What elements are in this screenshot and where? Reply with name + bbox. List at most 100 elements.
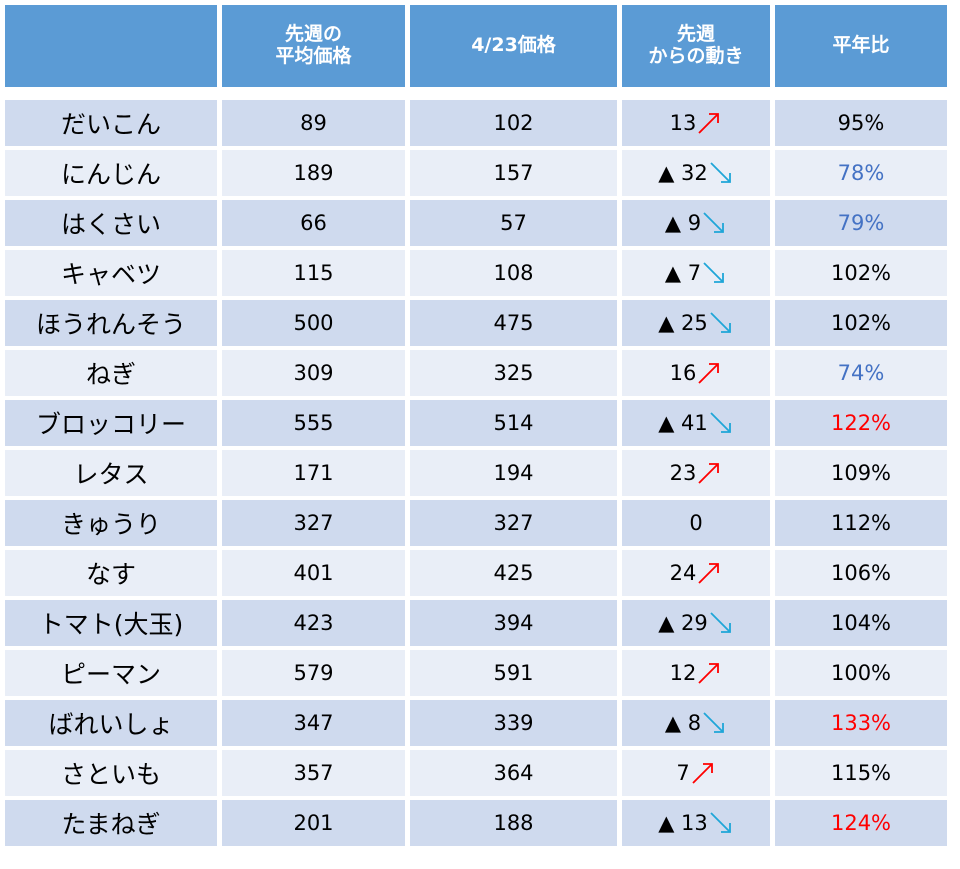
arrow-up xyxy=(698,463,720,484)
name-cell: にんじん xyxy=(5,150,217,196)
value-cell: 347 xyxy=(222,700,405,746)
value-cell: 7 xyxy=(622,750,770,796)
value-cell: 189 xyxy=(222,150,405,196)
cell-value: 115 xyxy=(293,261,334,285)
value-cell: 157 xyxy=(410,150,617,196)
value-cell: 89 xyxy=(222,100,405,146)
arrow-down xyxy=(710,412,731,433)
value-cell: 133% xyxy=(775,700,947,746)
vegetable-name: たまねぎ xyxy=(61,810,161,839)
cell-value: ▲ 25 xyxy=(658,311,708,335)
cell-value: 78% xyxy=(837,161,885,185)
cell-value: ▲ 41 xyxy=(658,411,708,435)
cell-value: 108 xyxy=(493,261,534,285)
value-cell: 95% xyxy=(775,100,947,146)
cell-value: 423 xyxy=(293,611,334,635)
value-cell: 500 xyxy=(222,300,405,346)
cell-value: 0 xyxy=(689,511,703,535)
arrow-down xyxy=(710,162,731,183)
cell-value: 201 xyxy=(293,811,334,835)
cell-value: 425 xyxy=(493,561,534,585)
cell-value: ▲ 32 xyxy=(658,161,708,185)
cell-value: 13 xyxy=(669,111,697,135)
cell-value: 327 xyxy=(293,511,334,535)
cell-value: 394 xyxy=(493,611,534,635)
header-cell: 先週 からの動き xyxy=(622,5,770,87)
value-cell: 194 xyxy=(410,450,617,496)
value-cell: 339 xyxy=(410,700,617,746)
value-cell: ▲ 25 xyxy=(622,300,770,346)
name-cell: ピーマン xyxy=(5,650,217,696)
value-cell: 325 xyxy=(410,350,617,396)
value-cell: 24 xyxy=(622,550,770,596)
value-cell: 188 xyxy=(410,800,617,846)
cell-value: 24 xyxy=(669,561,697,585)
value-cell: 23 xyxy=(622,450,770,496)
cell-value: 122% xyxy=(830,411,892,435)
cell-value: 124% xyxy=(830,811,892,835)
value-cell: 108 xyxy=(410,250,617,296)
name-cell: さといも xyxy=(5,750,217,796)
vegetable-name: さといも xyxy=(60,760,161,789)
value-cell: ▲ 7 xyxy=(622,250,770,296)
vegetable-name: なす xyxy=(85,560,136,589)
name-cell: なす xyxy=(5,550,217,596)
value-cell: 124% xyxy=(775,800,947,846)
cell-value: 12 xyxy=(669,661,697,685)
value-cell: ▲ 29 xyxy=(622,600,770,646)
cell-value: 102% xyxy=(830,311,892,335)
cell-value: 347 xyxy=(293,711,334,735)
cell-value: ▲ 7 xyxy=(664,261,702,285)
cell-value: ▲ 9 xyxy=(664,211,702,235)
cell-value: 95% xyxy=(837,111,885,135)
cell-value: 112% xyxy=(830,511,892,535)
vegetable-name: キャベツ xyxy=(60,260,161,289)
value-cell: ▲ 41 xyxy=(622,400,770,446)
value-cell: 0 xyxy=(622,500,770,546)
cell-value: 66 xyxy=(300,211,327,235)
cell-value: 57 xyxy=(500,211,527,235)
vegetable-name: ブロッコリー xyxy=(35,410,186,439)
arrow-up xyxy=(698,563,720,584)
value-cell: 12 xyxy=(622,650,770,696)
header-text: 4/23価格 xyxy=(471,34,556,57)
name-cell: ねぎ xyxy=(5,350,217,396)
vegetable-name: トマト(大玉) xyxy=(38,610,184,639)
value-cell: 115% xyxy=(775,750,947,796)
cell-value: 189 xyxy=(293,161,334,185)
value-cell: 475 xyxy=(410,300,617,346)
cell-value: 115% xyxy=(830,761,892,785)
arrow-down xyxy=(703,212,724,233)
name-cell: たまねぎ xyxy=(5,800,217,846)
name-cell: はくさい xyxy=(5,200,217,246)
value-cell: 106% xyxy=(775,550,947,596)
cell-value: 475 xyxy=(493,311,534,335)
value-cell: 327 xyxy=(222,500,405,546)
value-cell: 102% xyxy=(775,250,947,296)
cell-value: 109% xyxy=(830,461,892,485)
value-cell: 423 xyxy=(222,600,405,646)
cell-value: ▲ 8 xyxy=(664,711,702,735)
cell-value: 102% xyxy=(830,261,892,285)
value-cell: ▲ 9 xyxy=(622,200,770,246)
cell-value: 339 xyxy=(493,711,534,735)
cell-value: 591 xyxy=(493,661,534,685)
cell-value: ▲ 13 xyxy=(658,811,708,835)
cell-value: 500 xyxy=(293,311,334,335)
cell-value: 16 xyxy=(669,361,697,385)
value-cell: 394 xyxy=(410,600,617,646)
cell-value: 194 xyxy=(493,461,534,485)
cell-value: 89 xyxy=(300,111,327,135)
value-cell: 78% xyxy=(775,150,947,196)
value-cell: 171 xyxy=(222,450,405,496)
arrow-up xyxy=(692,763,713,784)
cell-value: 188 xyxy=(493,811,534,835)
cell-value: 133% xyxy=(830,711,892,735)
arrow-up xyxy=(698,113,720,134)
value-cell: 104% xyxy=(775,600,947,646)
name-cell: ほうれんそう xyxy=(5,300,217,346)
value-cell: 122% xyxy=(775,400,947,446)
name-cell: だいこん xyxy=(5,100,217,146)
value-cell: 201 xyxy=(222,800,405,846)
cell-value: 74% xyxy=(837,361,885,385)
